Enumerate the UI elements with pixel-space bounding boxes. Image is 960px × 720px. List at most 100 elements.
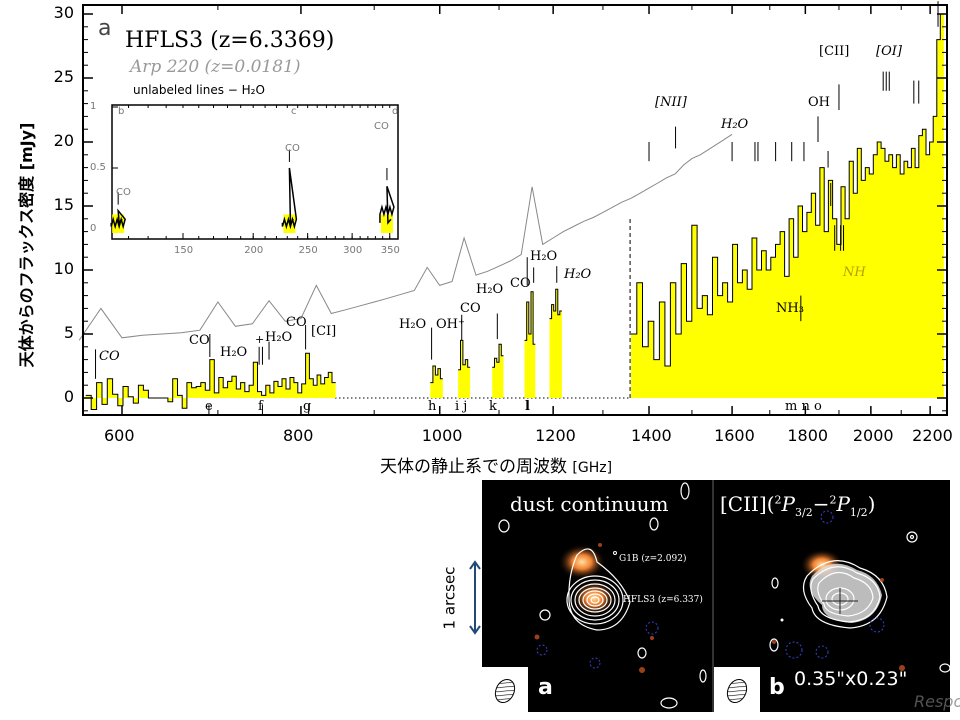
hfls3-fill-segment bbox=[631, 14, 944, 398]
inset-line-label-co: CO bbox=[116, 187, 131, 198]
y-tick-label: 30 bbox=[53, 3, 74, 22]
line-label-nii: [NII] bbox=[655, 95, 687, 110]
dust-contours bbox=[498, 482, 707, 709]
hfls3-spectrum-segment bbox=[85, 352, 336, 410]
legend-unlabeled-lines: unlabeled lines − H₂O bbox=[133, 83, 265, 97]
hfls3-fill-segment bbox=[524, 291, 536, 398]
line-label-h2o: H₂O bbox=[399, 317, 427, 332]
alma-maps bbox=[498, 480, 950, 712]
hfls3-label: HFLS3 (z=6.337) bbox=[623, 595, 703, 605]
line-label-oh-plus: OH⁺ bbox=[436, 317, 465, 332]
cii-title-main: [CII]( bbox=[720, 492, 775, 516]
cii-title-sub1: 3/2 bbox=[794, 506, 813, 519]
cii-map bbox=[769, 510, 950, 673]
x-tick-label: 600 bbox=[104, 426, 135, 445]
x-axis-unit: [GHz] bbox=[572, 460, 613, 476]
inset-y-tick-label: 0 bbox=[90, 223, 97, 234]
window-label-ij: i j bbox=[455, 399, 468, 414]
cii-title-sup1: 2 bbox=[774, 493, 782, 507]
inset-frame bbox=[111, 104, 399, 240]
beam-size-label: 0.35"x0.23" bbox=[794, 668, 908, 690]
inset-y-tick-label: 0.5 bbox=[90, 162, 106, 173]
cii-title-p1: P bbox=[781, 492, 795, 516]
hfls3-fill-segment bbox=[430, 366, 443, 398]
image-panel-a: a bbox=[538, 675, 553, 700]
window-label-mno: m n o bbox=[785, 399, 822, 414]
inset-spectrum bbox=[110, 208, 126, 230]
line-label-co: CO bbox=[99, 349, 120, 364]
y-tick-label: 15 bbox=[53, 195, 74, 214]
y-tick-label: 20 bbox=[53, 131, 74, 150]
line-label-h2o: H₂O bbox=[721, 117, 749, 132]
cii-title-sup2: 2 bbox=[829, 493, 837, 507]
hfls3-spectrum-segment bbox=[631, 13, 944, 367]
x-tick-label: 1800 bbox=[787, 426, 829, 445]
watermark-logo: Response bbox=[914, 692, 960, 711]
line-label-cii: [CII] bbox=[819, 44, 850, 59]
line-label-ci: [CI] bbox=[311, 324, 337, 339]
hfls3-spectrum-segment bbox=[524, 291, 536, 345]
x-tick-label: 1400 bbox=[631, 426, 672, 445]
legend-arp220: Arp 220 (z=0.0181) bbox=[130, 57, 301, 77]
inset-panel-d: d bbox=[392, 106, 399, 117]
inset-spectrum bbox=[281, 167, 298, 230]
y-tick-label: 10 bbox=[53, 259, 74, 278]
inset-x-tick-label: 350 bbox=[380, 245, 400, 256]
hfls3-spectrum-segment bbox=[549, 288, 562, 320]
legend-hfls3: HFLS3 (z=6.3369) bbox=[125, 28, 335, 53]
window-label-l: l bbox=[525, 399, 530, 414]
window-label-k: k bbox=[489, 399, 497, 414]
x-axis-label-text: 天体の静止系での周波数 bbox=[380, 457, 567, 477]
hfls3-fill-segment bbox=[549, 289, 562, 398]
line-label-h2o: H₂O bbox=[265, 330, 293, 345]
spectrum-chart bbox=[78, 1, 948, 416]
line-label-h2o: H₂O bbox=[476, 282, 504, 297]
dust-continuum-map bbox=[498, 482, 707, 709]
g1b-label: G1B (z=2.092) bbox=[619, 554, 687, 564]
arp220-spectrum bbox=[78, 133, 733, 341]
line-label-oi: [OI] bbox=[876, 44, 902, 59]
line-label-nh: NH bbox=[843, 265, 866, 280]
beam-ellipse-icon bbox=[726, 678, 748, 704]
hfls3-emission bbox=[572, 580, 616, 616]
window-label-g: g bbox=[303, 399, 312, 414]
inset-line-label-co: CO bbox=[285, 143, 300, 154]
cii-title-p2: P bbox=[836, 492, 850, 516]
line-label-oh: OH bbox=[808, 95, 830, 110]
line-label-co: CO bbox=[460, 301, 481, 316]
line-label-plus: + bbox=[255, 333, 265, 346]
x-tick-label: 800 bbox=[282, 426, 314, 445]
inset-y-tick-label: 1 bbox=[90, 101, 97, 112]
hfls3-fill-segment bbox=[492, 344, 504, 398]
window-label-f: f bbox=[258, 399, 263, 414]
panel-letter: a bbox=[98, 16, 112, 41]
y-tick-label: 5 bbox=[63, 323, 74, 342]
x-axis-label: 天体の静止系での周波数 [GHz] bbox=[380, 452, 612, 477]
line-label-co: CO bbox=[286, 315, 307, 330]
line-label-co: CO bbox=[189, 333, 210, 348]
line-label-co: CO bbox=[510, 276, 531, 291]
x-tick-label: 1600 bbox=[714, 426, 755, 445]
cii-title-close: ) bbox=[867, 492, 876, 516]
dust-continuum-title: dust continuum bbox=[510, 492, 669, 516]
y-axis-label: 天体からのフラックス密度 [mJy] bbox=[17, 122, 36, 368]
x-tick-label: 2000 bbox=[852, 426, 894, 445]
inset-x-tick-label: 200 bbox=[244, 245, 264, 256]
hfls3-spectrum-segment bbox=[492, 343, 504, 368]
line-label-h2o: H₂O bbox=[220, 345, 248, 360]
g1b-emission bbox=[558, 544, 606, 580]
plot-frame bbox=[82, 4, 948, 416]
cii-title-dash: − bbox=[812, 492, 830, 516]
line-label-h2o: H₂O bbox=[530, 249, 558, 264]
beam-box-a bbox=[482, 667, 528, 712]
inset-x-tick-label: 150 bbox=[174, 245, 194, 256]
hfls3-fill-segment bbox=[458, 340, 471, 398]
inset-panel-b: b bbox=[118, 106, 125, 117]
inset-x-tick-label: 300 bbox=[343, 245, 363, 256]
cii-contours bbox=[769, 531, 950, 673]
line-label-h2o: H₂O bbox=[564, 267, 592, 282]
y-tick-label: 25 bbox=[53, 67, 74, 86]
window-label-h: h bbox=[428, 399, 437, 414]
inset-spectrum bbox=[379, 186, 395, 225]
image-panel-b: b bbox=[769, 675, 785, 700]
